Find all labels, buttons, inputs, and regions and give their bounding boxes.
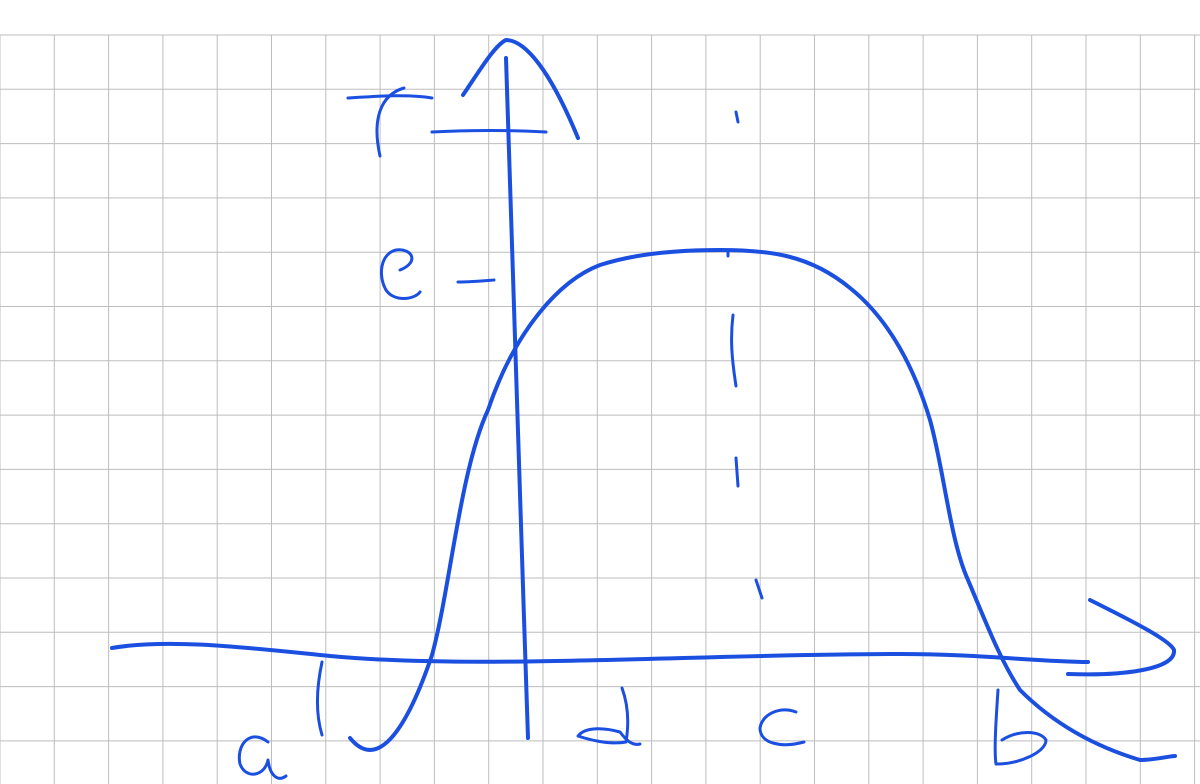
x-axis: [110, 598, 1176, 677]
x-axis-arrowhead: [1066, 598, 1176, 677]
function-curve: [348, 248, 1177, 762]
x-tick-c: [758, 708, 806, 747]
b-letter: [993, 688, 1048, 766]
dash-5: [754, 578, 764, 600]
dash-1: [734, 110, 740, 124]
dash-4: [734, 456, 740, 488]
f-tick-to-axis: [430, 129, 548, 134]
a-tick: [316, 660, 324, 737]
y-axis-label-f: [346, 86, 548, 158]
y-axis: [461, 38, 580, 740]
x-tick-b: [993, 688, 1048, 766]
d-letter: [576, 686, 642, 746]
f-crossbar: [346, 94, 434, 100]
x-tick-a: [237, 660, 324, 780]
y-axis-line: [504, 56, 530, 740]
y-tick-e: [379, 248, 496, 300]
e-letter: [379, 248, 422, 300]
dashed-line-c: [726, 110, 764, 600]
f-stem: [375, 86, 406, 158]
dash-3: [730, 313, 738, 388]
x-axis-line: [110, 641, 1090, 664]
a-letter: [237, 735, 288, 780]
x-tick-d: [576, 686, 642, 746]
y-axis-arrowhead: [461, 38, 580, 140]
c-letter: [758, 708, 806, 747]
graph-paper-grid: [0, 34, 1200, 784]
e-tick: [456, 278, 496, 284]
